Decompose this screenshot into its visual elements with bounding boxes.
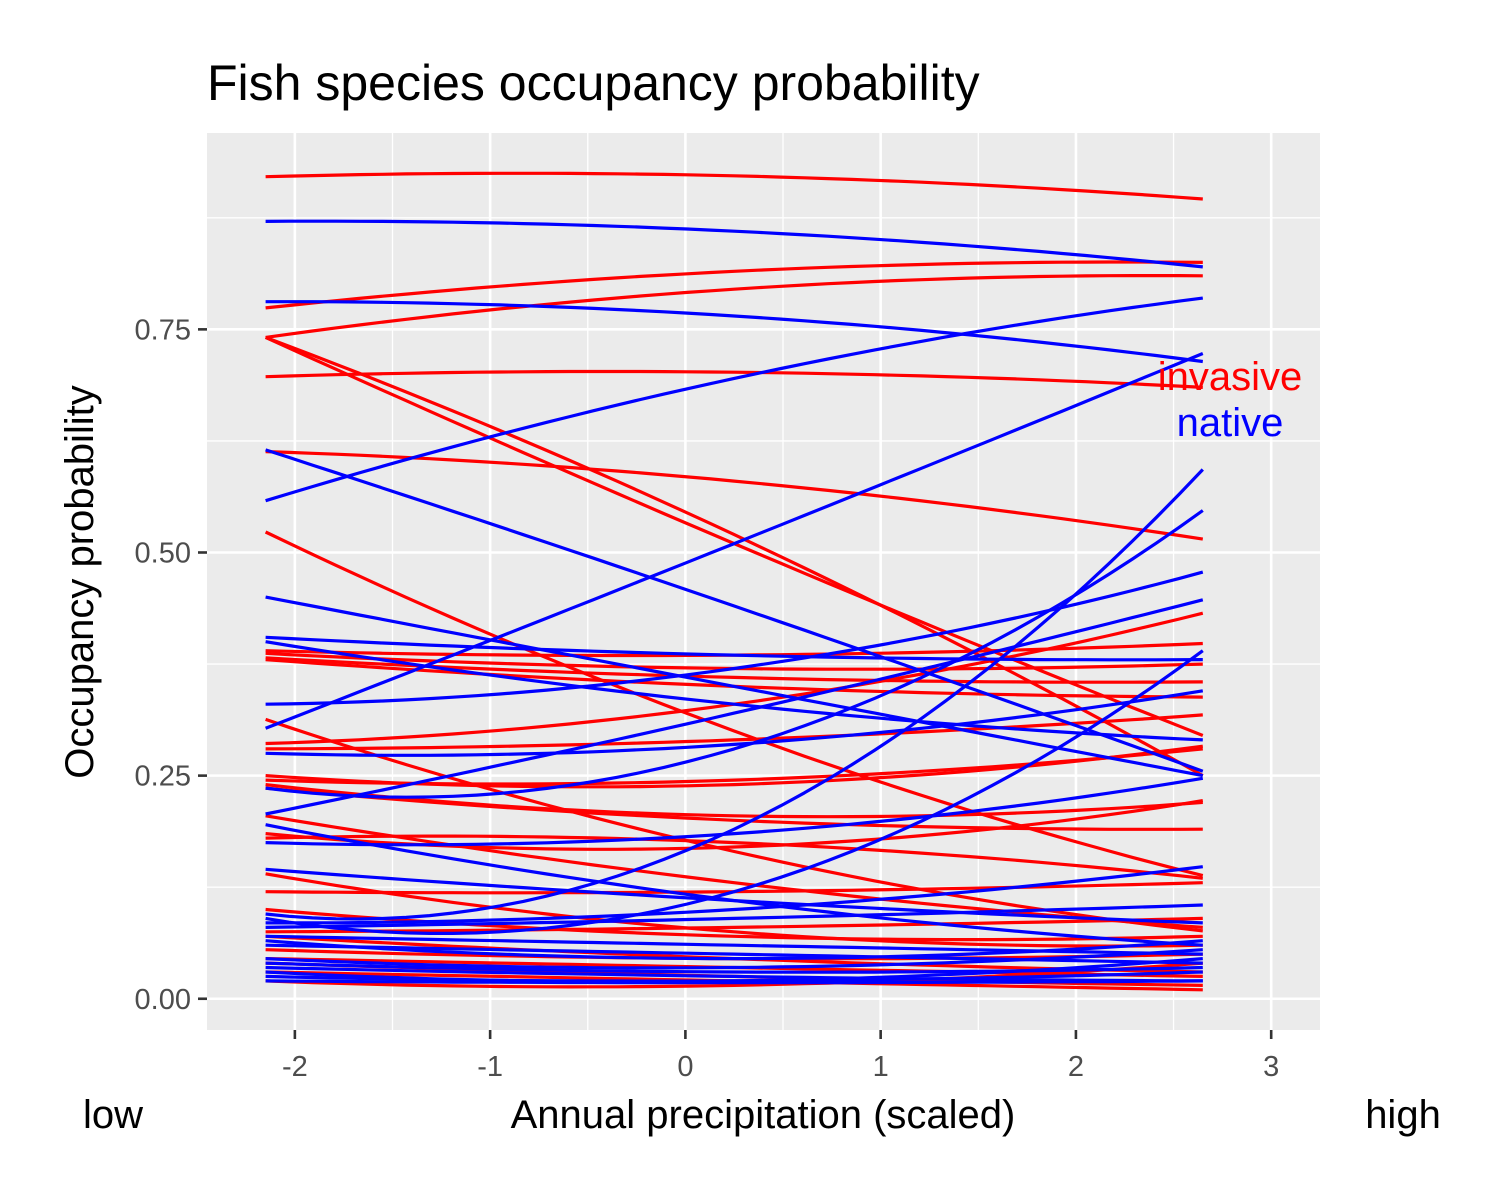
native-series-line	[265, 903, 1203, 929]
x-tick-label: -2	[282, 1051, 308, 1083]
native-series-line	[265, 865, 1203, 925]
native-series-line	[265, 635, 1203, 662]
invasive-series-line	[265, 274, 1203, 339]
invasive-series-line	[265, 260, 1203, 310]
native-series-line	[265, 598, 1204, 816]
native-series-line	[265, 640, 1203, 742]
native-series-line	[265, 867, 1203, 925]
chart-title: Fish species occupancy probability	[207, 55, 980, 111]
x-axis-title: Annual precipitation (scaled)	[511, 1093, 1016, 1137]
major-gridlines	[207, 133, 1320, 1030]
invasive-series-line	[265, 961, 1203, 989]
native-series-line	[265, 352, 1204, 730]
invasive-series-line	[265, 713, 1203, 751]
invasive-series-line	[265, 450, 1204, 541]
invasive-series-line	[265, 747, 1203, 786]
invasive-series-line	[264, 530, 1204, 878]
native-series-line	[265, 300, 1204, 364]
low-label: low	[83, 1093, 143, 1137]
native-series-line	[265, 468, 1204, 921]
invasive-series-line	[265, 872, 1203, 948]
y-tick-label: 0.25	[135, 761, 191, 793]
high-label: high	[1365, 1093, 1441, 1137]
invasive-series-line	[265, 171, 1203, 201]
y-tick-label: 0.00	[135, 984, 191, 1016]
x-tick-label: 0	[677, 1051, 693, 1083]
native-series-line	[265, 689, 1204, 757]
native-series-line	[265, 595, 1204, 778]
invasive-series-line	[265, 369, 1203, 389]
native-series-line	[265, 970, 1203, 983]
native-series-line	[265, 979, 1203, 985]
x-tick-label: 2	[1068, 1051, 1084, 1083]
native-series-line	[265, 965, 1203, 983]
x-tick-label: -1	[477, 1051, 503, 1083]
series-lines	[264, 171, 1204, 992]
native-annotation: native	[1177, 401, 1284, 445]
invasive-series-line	[265, 834, 1203, 880]
invasive-annotation: invasive	[1158, 355, 1303, 399]
native-series-line	[265, 296, 1204, 503]
native-series-line	[265, 939, 1203, 961]
invasive-series-line	[265, 335, 1204, 777]
x-tick-label: 3	[1263, 1051, 1279, 1083]
y-axis-title: Occupancy probability	[58, 385, 102, 779]
native-series-line	[265, 776, 1204, 847]
y-tick-label: 0.50	[135, 537, 191, 569]
native-series-line	[265, 219, 1203, 269]
native-series-line	[265, 649, 1204, 935]
native-series-line	[265, 509, 1204, 799]
native-series-line	[265, 948, 1203, 970]
x-tick-label: 1	[873, 1051, 889, 1083]
y-tick-label: 0.75	[135, 314, 191, 346]
axis-ticks: -2 -1 0 1 2 3 0.00 0.25 0.50 0.75	[135, 314, 1280, 1083]
invasive-series-line	[265, 916, 1203, 934]
invasive-series-line	[265, 786, 1203, 831]
